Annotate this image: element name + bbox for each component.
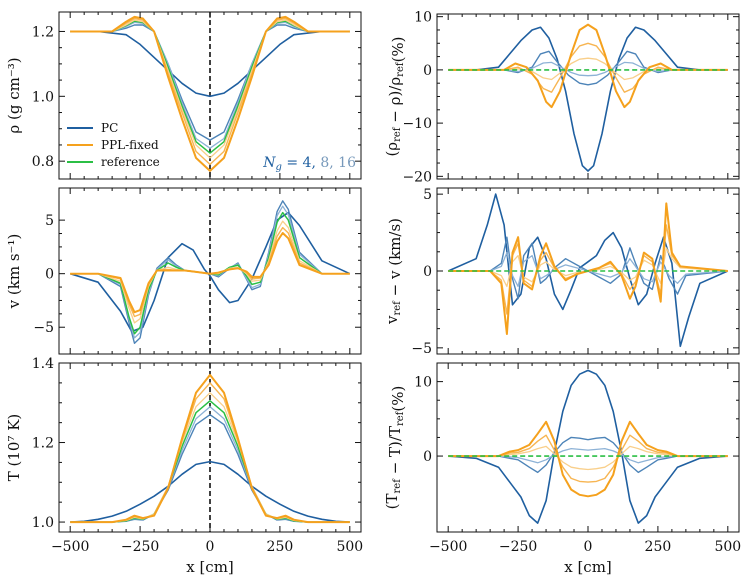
x-tick-label: 0 xyxy=(206,539,215,555)
y-tick-label: 1.4 xyxy=(32,356,54,372)
annotation-ng-subscript: g xyxy=(276,162,282,173)
y-tick-label: 1.0 xyxy=(32,515,54,531)
legend-label: reference xyxy=(101,155,160,169)
chart-velocity: −5 0 5 v (km s⁻¹) xyxy=(5,187,362,355)
y-tick-label: 1.2 xyxy=(32,436,54,452)
legend-label: PPL-fixed xyxy=(101,138,159,152)
annotation-ng: Ng = 4, 8, 16 xyxy=(262,155,356,173)
x-tick-label: −500 xyxy=(429,539,467,555)
series-line-6 xyxy=(70,232,350,314)
series-line-5 xyxy=(70,17,350,166)
chart-temperature: −500 −250 0 250 500 1.0 1.2 1.4 T (10⁷ K) x [cm] xyxy=(5,356,363,576)
y-tick-label: 10 xyxy=(414,10,432,26)
series-line-2 xyxy=(70,21,350,149)
y-tick-label: 1.0 xyxy=(32,89,54,105)
y-tick-label: 0.8 xyxy=(32,154,54,170)
y-tick-label: −20 xyxy=(402,169,432,185)
chart-density: 0.8 1.0 1.2 ρ (g cm⁻³) PC PPL-fixed reference xyxy=(5,11,362,180)
x-tick-label: 250 xyxy=(645,539,672,555)
series-line-1 xyxy=(70,414,350,523)
chart-velocity-error: −5 0 5 vref − v (km/s) xyxy=(383,187,740,357)
axes-frame xyxy=(436,362,740,533)
series-line-1 xyxy=(70,24,350,141)
y-tick-label: 0 xyxy=(45,267,54,283)
series-line-5 xyxy=(448,420,728,498)
series-line-2 xyxy=(448,251,728,288)
legend: PC PPL-fixed reference xyxy=(67,121,160,169)
series-line-5 xyxy=(448,23,728,109)
y-tick-label: 1.2 xyxy=(32,24,54,40)
axes-frame xyxy=(436,13,740,180)
x-tick-label: 500 xyxy=(714,539,741,555)
series-line-2 xyxy=(70,406,350,523)
annotation-ng-symbol: N xyxy=(262,155,276,171)
series-line-0 xyxy=(70,30,350,98)
series-line-1 xyxy=(448,50,728,86)
x-tick-label: −250 xyxy=(499,539,537,555)
series-line-0 xyxy=(448,369,728,524)
series-line-3 xyxy=(70,400,350,523)
x-tick-label: −500 xyxy=(51,539,89,555)
y-axis-label: (ρref − ρ)/ρref(%) xyxy=(383,36,407,156)
series-line-4 xyxy=(70,392,350,523)
y-tick-label: −5 xyxy=(33,320,54,336)
y-tick-label: 0 xyxy=(423,63,432,79)
y-tick-label: 0 xyxy=(423,264,432,280)
series-line-1 xyxy=(448,236,728,300)
series-line-6 xyxy=(70,373,350,524)
series-line-3 xyxy=(448,57,728,81)
x-axis-label: x [cm] xyxy=(186,558,234,576)
x-tick-label: −250 xyxy=(121,539,159,555)
y-tick-label: 5 xyxy=(423,187,432,203)
x-tick-label: 250 xyxy=(267,539,294,555)
series-line-5 xyxy=(448,202,728,335)
y-tick-label: −10 xyxy=(402,116,432,132)
legend-label: PC xyxy=(101,121,118,135)
series-line-0 xyxy=(448,26,728,172)
annotation-ng-values-dark: = 4, xyxy=(282,155,320,171)
series-line-0 xyxy=(70,460,350,523)
y-axis-label: v (km s⁻¹) xyxy=(5,234,23,310)
annotation-ng-values-light: 8, 16 xyxy=(320,155,356,171)
series-line-4 xyxy=(448,434,728,483)
series-line-2 xyxy=(448,61,728,77)
x-tick-label: 0 xyxy=(584,539,593,555)
chart-density-error: −20 −10 0 10 (ρref − ρ)/ρref(%) xyxy=(383,10,740,185)
series-line-1 xyxy=(448,436,728,474)
series-line-6 xyxy=(70,15,350,172)
y-axis-label: (Tref − T)/Tref(%) xyxy=(383,386,407,510)
y-tick-label: −5 xyxy=(411,341,432,357)
series-line-3 xyxy=(448,445,728,471)
x-axis-label: x [cm] xyxy=(564,558,612,576)
x-tick-label: 500 xyxy=(336,539,363,555)
y-axis-label: T (10⁷ K) xyxy=(5,414,23,482)
chart-temperature-error: −500 −250 0 250 500 0 10 (Tref − T)/Tref(%) x [c… xyxy=(383,362,741,576)
series-line-4 xyxy=(70,19,350,159)
y-tick-label: 0 xyxy=(423,449,432,465)
series-line-2 xyxy=(448,447,728,464)
y-tick-label: 5 xyxy=(45,213,54,229)
y-tick-label: 10 xyxy=(414,375,432,391)
y-axis-label: vref − v (km/s) xyxy=(383,218,404,325)
series-line-3 xyxy=(70,20,350,154)
series-line-4 xyxy=(448,224,728,315)
y-axis-label: ρ (g cm⁻³) xyxy=(5,57,23,133)
